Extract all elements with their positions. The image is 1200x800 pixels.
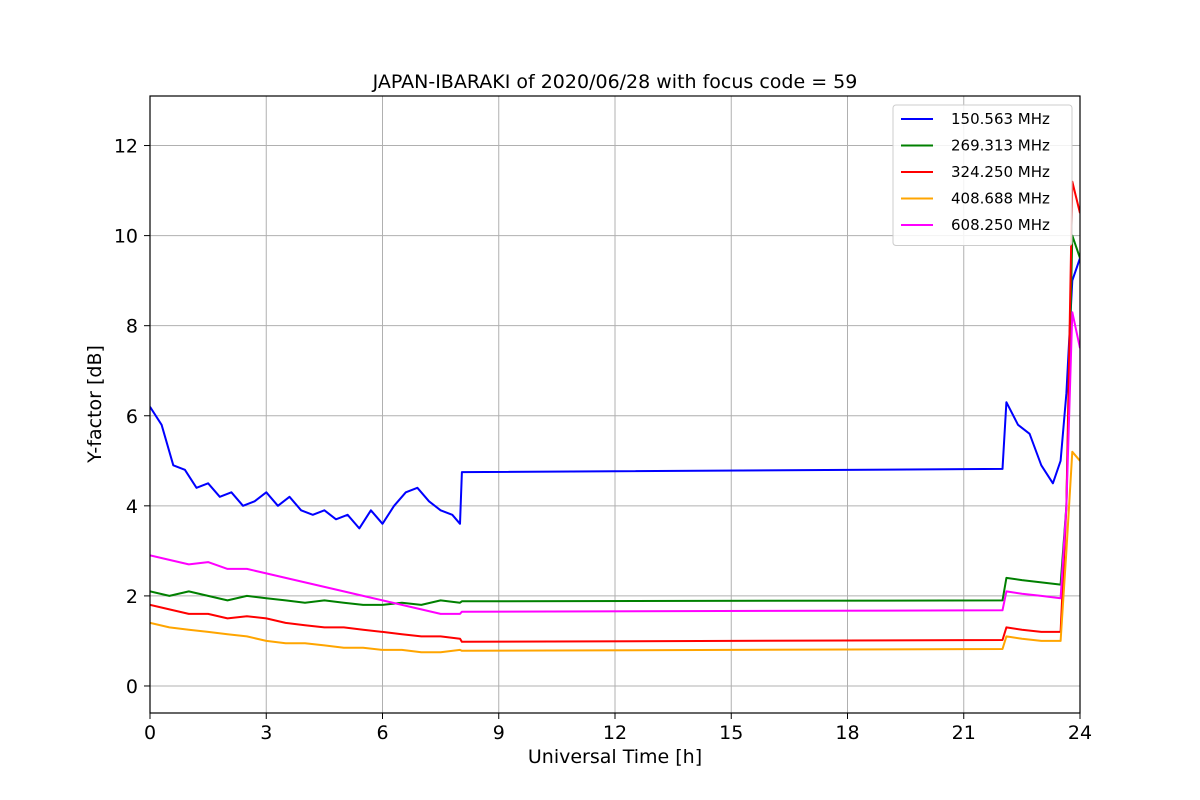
legend-entry: 150.563 MHz (951, 110, 1050, 128)
legend-entry: 608.250 MHz (951, 216, 1050, 234)
series-line-3 (150, 450, 1080, 654)
x-tick-label: 0 (144, 722, 156, 744)
x-tick-label: 18 (835, 722, 859, 744)
y-tick-label: 12 (114, 136, 138, 158)
x-tick-label: 3 (260, 722, 272, 744)
x-tick-label: 15 (719, 722, 743, 744)
y-tick-label: 2 (126, 586, 138, 608)
chart-title: JAPAN-IBARAKI of 2020/06/28 with focus c… (372, 71, 858, 93)
series-line-4 (150, 311, 1080, 615)
y-tick-label: 4 (126, 496, 138, 518)
series-line-1 (150, 234, 1080, 606)
y-axis-label: Y-factor [dB] (84, 345, 106, 464)
series-line-0 (150, 257, 1080, 530)
x-tick-label: 21 (952, 722, 976, 744)
x-tick-label: 6 (376, 722, 388, 744)
series-line-2 (150, 180, 1080, 643)
x-axis-label: Universal Time [h] (528, 746, 702, 768)
legend-box (892, 104, 1073, 246)
x-tick-label: 24 (1068, 722, 1092, 744)
y-tick-label: 6 (126, 406, 138, 428)
y-axis: 0 2 4 6 8 10 12 (114, 136, 150, 698)
x-axis: 0 3 6 9 12 15 18 21 24 (144, 713, 1092, 744)
y-tick-label: 0 (126, 676, 138, 698)
legend-entry: 269.313 MHz (951, 137, 1050, 155)
y-tick-label: 8 (126, 316, 138, 338)
x-tick-label: 12 (603, 722, 627, 744)
legend: 150.563 MHz 269.313 MHz 324.250 MHz 408.688… (892, 104, 1073, 246)
series-layer (150, 180, 1080, 654)
x-tick-label: 9 (493, 722, 505, 744)
y-tick-label: 10 (114, 226, 138, 248)
legend-entry: 408.688 MHz (951, 190, 1050, 208)
legend-entry: 324.250 MHz (951, 163, 1050, 181)
